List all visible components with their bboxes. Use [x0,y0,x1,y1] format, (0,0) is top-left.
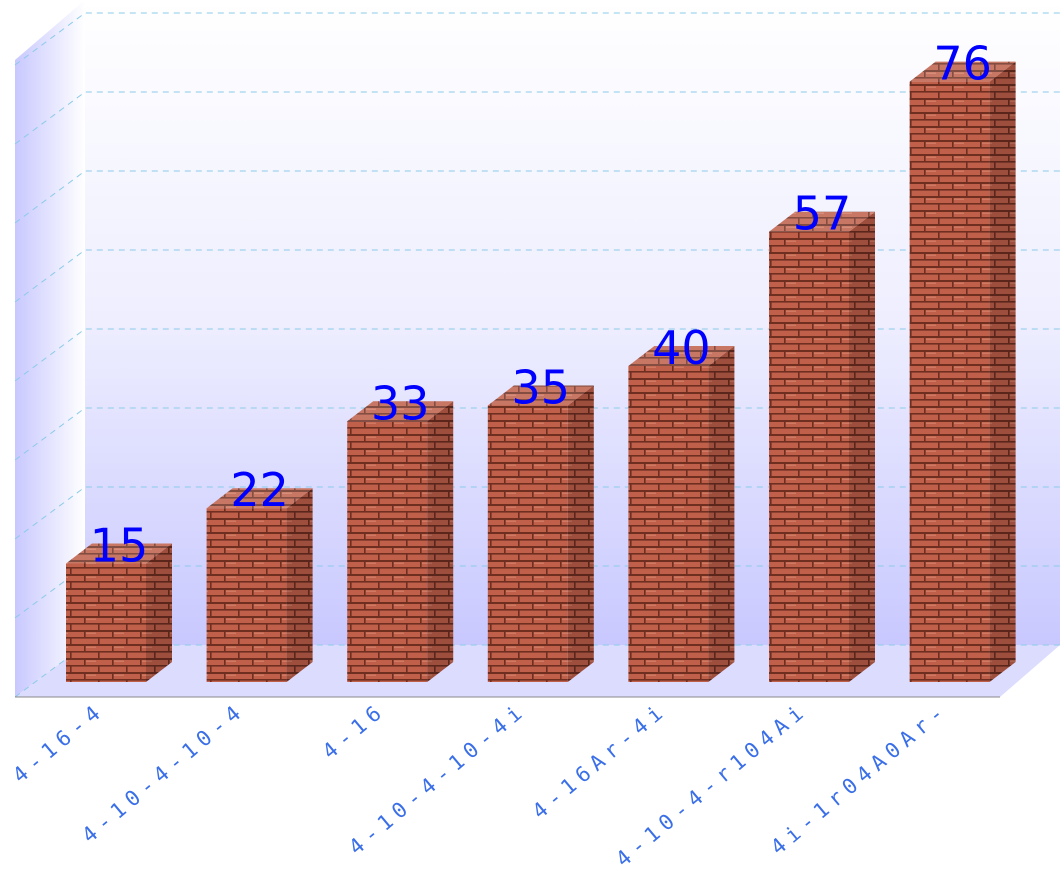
bar-side [567,385,594,682]
bar-top-shade [628,346,735,366]
x-tick-label: 4-16-4 [8,697,109,787]
grid-line [14,486,1060,540]
bar-side [146,543,172,682]
value-label: 35 [512,361,571,415]
bar-top [909,61,1016,82]
bar-side [849,211,875,682]
bar [628,346,735,682]
x-tick-label: 4-16Ar-4i [528,697,672,823]
bar-side [989,61,1016,683]
bar-side-shade [567,385,594,682]
bar-front [909,81,990,683]
bar [769,211,875,682]
grid-line [14,328,1060,382]
bar-top-shade [909,61,1016,82]
bar-front [347,421,428,682]
grid-line [14,249,1060,303]
bar [909,61,1016,683]
bar-top-shade [769,211,875,232]
bar-top [628,346,735,366]
grid-line [14,91,1060,145]
grid-line [14,407,1060,461]
bar-top [66,543,172,564]
bar-side-shade [708,346,735,682]
bar-top-shade [487,385,594,406]
bar-side-shade [989,61,1016,683]
value-label: 76 [933,37,992,91]
bar-top-shade [66,543,172,564]
bar-side [427,401,454,682]
side-wall [15,0,85,697]
value-label: 22 [230,463,289,517]
bar-front [769,231,849,682]
bar-side [286,488,313,682]
value-label: 15 [90,519,149,573]
bar-top [769,211,875,232]
bar [66,543,172,682]
value-label: 33 [371,376,430,430]
bar-top-shade [347,401,454,422]
bar-side-shade [427,401,454,682]
bar [347,401,454,682]
bar-top-shade [206,488,313,509]
bar-side-shade [146,543,172,682]
bar-side-shade [286,488,313,682]
bar-top [206,488,313,509]
bar-front [628,366,709,682]
bar-top [347,401,454,422]
bar [487,385,594,682]
bar-top [487,385,594,406]
grid-line [14,644,1060,698]
grid-line [14,170,1060,224]
value-label: 40 [652,321,711,375]
grid-line [14,565,1060,619]
x-tick-label: 4-16 [318,697,391,763]
value-label: 57 [793,187,852,241]
bar-side [708,346,735,682]
bar [206,488,313,682]
bar-front [487,405,568,682]
bar-front [66,563,146,682]
grid-line [14,12,1060,66]
bar-front [206,508,287,682]
bar-side-shade [849,211,875,682]
